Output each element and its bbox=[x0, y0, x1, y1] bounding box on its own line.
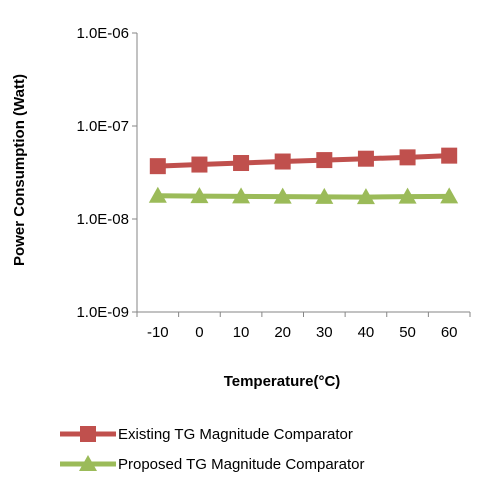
x-tick-label: 50 bbox=[399, 324, 416, 341]
legend-item: Existing TG Magnitude Comparator bbox=[60, 426, 353, 443]
data-point bbox=[273, 187, 292, 204]
y-tick-label: 1.0E-08 bbox=[76, 211, 129, 228]
data-point bbox=[148, 186, 167, 203]
x-axis-title: Temperature(°C) bbox=[224, 373, 341, 390]
data-point bbox=[316, 152, 333, 169]
legend: Existing TG Magnitude Comparator Proposed… bbox=[60, 426, 365, 473]
data-point bbox=[356, 188, 375, 205]
legend-item: Proposed TG Magnitude Comparator bbox=[60, 455, 365, 473]
y-tick-label: 1.0E-06 bbox=[76, 25, 129, 42]
legend-label: Proposed TG Magnitude Comparator bbox=[118, 456, 365, 473]
x-tick-label: 60 bbox=[441, 324, 458, 341]
series-layer bbox=[148, 147, 459, 205]
data-point bbox=[399, 149, 416, 166]
x-tick-label: 10 bbox=[233, 324, 250, 341]
data-point bbox=[190, 187, 209, 204]
y-axis-title: Power Consumption (Watt) bbox=[11, 74, 28, 266]
x-tick-label: -10 bbox=[147, 324, 169, 341]
data-point bbox=[357, 150, 374, 167]
data-point bbox=[274, 153, 291, 170]
legend-swatch-marker bbox=[80, 426, 96, 442]
x-tick-label: 40 bbox=[358, 324, 375, 341]
y-tick-label: 1.0E-09 bbox=[76, 304, 129, 321]
x-tick-label: 30 bbox=[316, 324, 333, 341]
data-point bbox=[398, 187, 417, 204]
data-point bbox=[315, 187, 334, 204]
legend-label: Existing TG Magnitude Comparator bbox=[118, 426, 353, 443]
series-line bbox=[157, 193, 450, 200]
y-axis-ticks: 1.0E-09 1.0E-08 1.0E-07 1.0E-06 bbox=[76, 25, 137, 321]
series-1 bbox=[149, 147, 458, 175]
x-tick-label: 0 bbox=[195, 324, 203, 341]
series-2 bbox=[148, 186, 459, 205]
data-point bbox=[232, 187, 251, 204]
data-point bbox=[440, 187, 459, 204]
data-point bbox=[233, 155, 250, 172]
data-point bbox=[191, 156, 208, 173]
data-point bbox=[441, 147, 458, 164]
x-axis-ticks: -10 0 10 20 30 40 50 60 bbox=[136, 312, 471, 341]
x-tick-label: 20 bbox=[274, 324, 291, 341]
data-point bbox=[149, 158, 166, 175]
y-tick-label: 1.0E-07 bbox=[76, 118, 129, 135]
legend-swatch-marker bbox=[79, 455, 97, 471]
